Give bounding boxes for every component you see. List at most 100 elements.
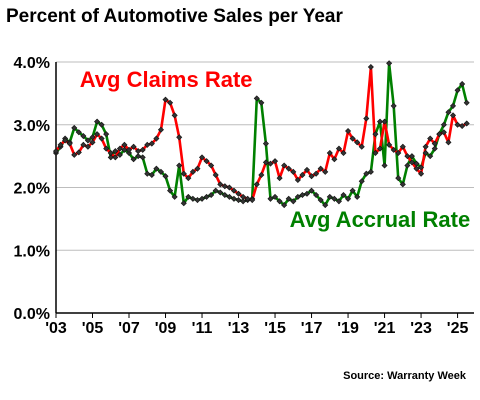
claims-point	[57, 141, 64, 148]
accrual-point	[226, 193, 233, 200]
accrual-point	[440, 121, 447, 128]
accrual-point	[372, 131, 379, 138]
y-tick-label: 2.0%	[14, 181, 50, 198]
claims-point	[281, 162, 288, 169]
claims-point	[331, 156, 338, 163]
accrual-point	[107, 154, 114, 161]
claims-point	[153, 135, 160, 142]
x-tick-label: '11	[192, 320, 213, 337]
accrual-point	[354, 193, 361, 200]
claims-point	[418, 170, 425, 177]
claims-point	[244, 195, 251, 202]
accrual-point	[358, 178, 365, 185]
claims-point	[335, 145, 342, 152]
claims-point	[372, 149, 379, 157]
accrual-point	[272, 193, 279, 200]
accrual-point	[408, 153, 415, 160]
accrual-point	[349, 187, 356, 194]
claims-point	[52, 148, 60, 155]
claims-point	[272, 158, 279, 165]
x-tick-label: '07	[118, 320, 140, 337]
accrual-point	[84, 137, 91, 144]
claims-point	[253, 181, 260, 188]
accrual-point	[157, 168, 164, 175]
y-tick-label: 3.0%	[14, 118, 50, 135]
accrual-annotation: Avg Accrual Rate	[290, 207, 471, 232]
accrual-point	[299, 192, 306, 199]
claims-point	[230, 187, 237, 194]
claims-point	[345, 128, 352, 135]
accrual-point	[208, 192, 215, 199]
x-tick-label: '17	[301, 320, 323, 337]
claims-point	[167, 99, 174, 106]
accrual-point	[203, 193, 210, 200]
claims-point	[185, 175, 192, 182]
annotations: Avg Claims Rate Avg Accrual Rate	[80, 67, 470, 232]
x-tick-label: '21	[374, 320, 396, 337]
claims-point	[303, 166, 311, 173]
accrual-point	[176, 162, 183, 169]
claims-point	[290, 168, 297, 175]
accrual-point	[395, 175, 402, 182]
x-tick-label: '19	[337, 320, 359, 337]
accrual-point	[322, 202, 329, 209]
claims-point	[445, 139, 452, 146]
claims-point	[459, 122, 466, 130]
accrual-point	[363, 170, 370, 177]
accrual-point	[121, 146, 128, 153]
accrual-point	[294, 193, 301, 200]
accrual-point	[463, 99, 470, 106]
accrual-point	[431, 145, 438, 152]
accrual-point	[148, 171, 155, 178]
claims-point	[386, 141, 393, 148]
claims-point	[340, 149, 347, 157]
claims-point	[103, 145, 110, 152]
claims-point	[171, 112, 178, 119]
claims-point	[258, 171, 265, 178]
accrual-point	[454, 87, 461, 94]
claims-point	[408, 159, 415, 166]
claims-point	[285, 165, 292, 172]
x-tick-label: '13	[228, 320, 250, 337]
claims-point	[240, 193, 247, 200]
claims-annotation: Avg Claims Rate	[80, 67, 253, 92]
accrual-point	[258, 99, 265, 106]
claims-point	[276, 175, 283, 182]
accrual-point	[221, 192, 228, 199]
claims-point	[84, 143, 91, 150]
claims-point	[376, 145, 384, 152]
claims-point	[399, 143, 406, 150]
claims-point	[449, 112, 457, 119]
accrual-point	[281, 202, 288, 209]
x-tick-label: '09	[155, 320, 177, 337]
accrual-point	[331, 195, 338, 202]
accrual-point	[386, 60, 393, 67]
accrual-point	[267, 195, 274, 202]
accrual-point	[308, 187, 315, 194]
claims-point	[135, 148, 142, 155]
claims-point	[203, 158, 210, 165]
accrual-point	[399, 181, 406, 188]
accrual-point	[317, 197, 324, 204]
claims-point	[313, 170, 320, 177]
claims-point	[125, 146, 133, 153]
claims-point	[176, 134, 183, 141]
claims-point	[89, 139, 96, 146]
accrual-point	[194, 197, 201, 204]
claims-point	[267, 160, 274, 167]
accrual-point	[217, 189, 224, 196]
series-markers	[52, 60, 470, 209]
accrual-point	[427, 153, 434, 160]
accrual-point	[162, 173, 169, 180]
accrual-point	[167, 187, 174, 194]
accrual-point	[144, 170, 151, 177]
claims-point	[422, 143, 429, 150]
claims-point	[436, 131, 443, 138]
accrual-point	[253, 95, 260, 102]
accrual-point	[180, 200, 187, 207]
accrual-point	[449, 102, 457, 109]
accrual-point	[326, 193, 333, 200]
accrual-point	[230, 195, 237, 202]
accrual-point	[313, 192, 320, 199]
accrual-point	[135, 153, 142, 160]
